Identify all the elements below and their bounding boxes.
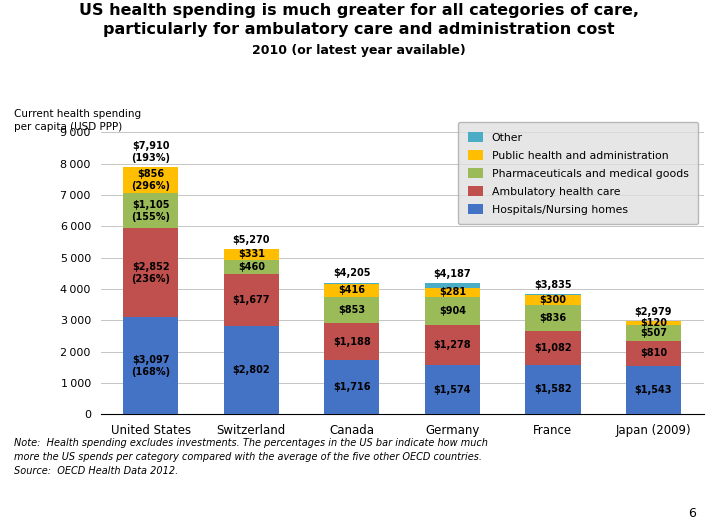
Text: $1,574: $1,574 [434,384,471,395]
Text: $2,802: $2,802 [233,365,270,375]
Text: $1,082: $1,082 [534,342,572,353]
Bar [425,283,480,288]
Text: $7,910
(193%): $7,910 (193%) [131,141,170,162]
Text: $1,543: $1,543 [635,385,672,395]
Text: $4,187: $4,187 [434,269,471,279]
Text: $904: $904 [439,306,466,316]
Text: $281: $281 [439,287,466,297]
Bar [625,340,681,366]
Bar [325,361,380,414]
Text: $836: $836 [539,313,567,323]
Bar [224,260,279,274]
Text: $3,835: $3,835 [534,280,572,290]
Bar [425,365,480,414]
Text: $1,677: $1,677 [233,295,270,305]
Bar [224,249,279,260]
Text: $1,105
(155%): $1,105 (155%) [131,200,170,221]
Bar [525,331,581,365]
Text: $5,270: $5,270 [233,235,270,245]
Text: $4,205: $4,205 [333,269,370,278]
Bar [425,297,480,325]
Text: 2010 (or latest year available): 2010 (or latest year available) [252,44,466,56]
Bar [525,305,581,331]
Bar [325,282,380,284]
Bar [224,327,279,414]
Text: $300: $300 [539,295,567,305]
Bar [325,284,380,297]
Text: $810: $810 [640,348,667,358]
Text: $1,278: $1,278 [434,340,471,350]
Legend: Other, Public health and administration, Pharmaceuticals and medical goods, Ambu: Other, Public health and administration,… [458,122,698,224]
Text: $3,097
(168%): $3,097 (168%) [131,355,170,376]
Bar [325,297,380,323]
Bar [123,167,178,193]
Text: $856
(296%): $856 (296%) [131,169,170,191]
Bar [625,366,681,414]
Bar [123,193,178,228]
Text: $1,716: $1,716 [333,382,370,392]
Bar [224,274,279,327]
Text: US health spending is much greater for all categories of care,: US health spending is much greater for a… [79,3,639,18]
Text: $1,188: $1,188 [333,337,370,347]
Bar [525,365,581,414]
Bar [325,323,380,361]
Text: $853: $853 [338,305,365,315]
Text: Note:  Health spending excludes investments. The percentages in the US bar indic: Note: Health spending excludes investmen… [14,438,488,476]
Bar [525,295,581,305]
Text: particularly for ambulatory care and administration cost: particularly for ambulatory care and adm… [103,22,615,37]
Bar [625,321,681,324]
Text: $2,979: $2,979 [635,307,672,317]
Bar [123,317,178,414]
Text: 6: 6 [689,508,696,520]
Text: $1,582: $1,582 [534,384,572,395]
Text: $507: $507 [640,328,667,338]
Text: Current health spending
per capita (USD PPP): Current health spending per capita (USD … [14,109,141,132]
Bar [123,228,178,317]
Bar [525,294,581,295]
Bar [425,325,480,365]
Text: $331: $331 [238,250,265,260]
Bar [425,288,480,297]
Bar [625,324,681,340]
Text: $460: $460 [238,262,265,272]
Text: $2,852
(236%): $2,852 (236%) [131,262,170,284]
Text: $416: $416 [338,285,365,295]
Text: $120: $120 [640,318,667,328]
